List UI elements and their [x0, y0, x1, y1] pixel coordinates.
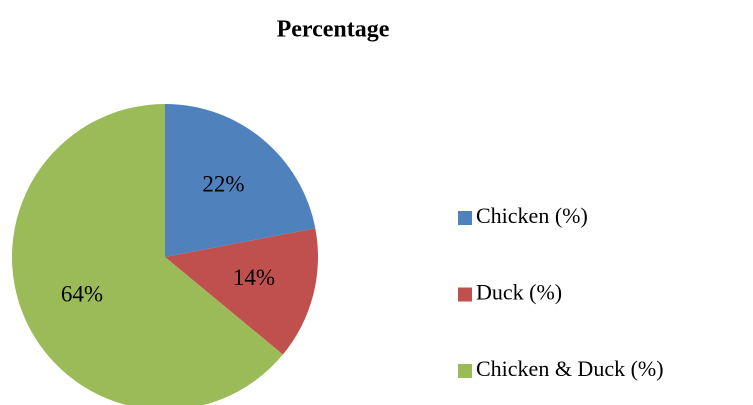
legend-swatch	[458, 287, 472, 302]
pie-slice	[12, 104, 283, 405]
legend-label: Chicken & Duck (%)	[476, 356, 664, 381]
legend-label: Duck (%)	[476, 280, 562, 305]
pie-slice	[165, 228, 318, 355]
legend-label: Chicken (%)	[476, 203, 588, 228]
pie-slice	[165, 104, 316, 257]
chart-title: Percentage	[277, 17, 390, 43]
legend-swatch	[458, 364, 472, 378]
legend-swatch	[458, 211, 472, 225]
data-label: 14%	[233, 265, 275, 290]
data-label: 64%	[61, 281, 103, 306]
data-label: 22%	[202, 172, 244, 197]
